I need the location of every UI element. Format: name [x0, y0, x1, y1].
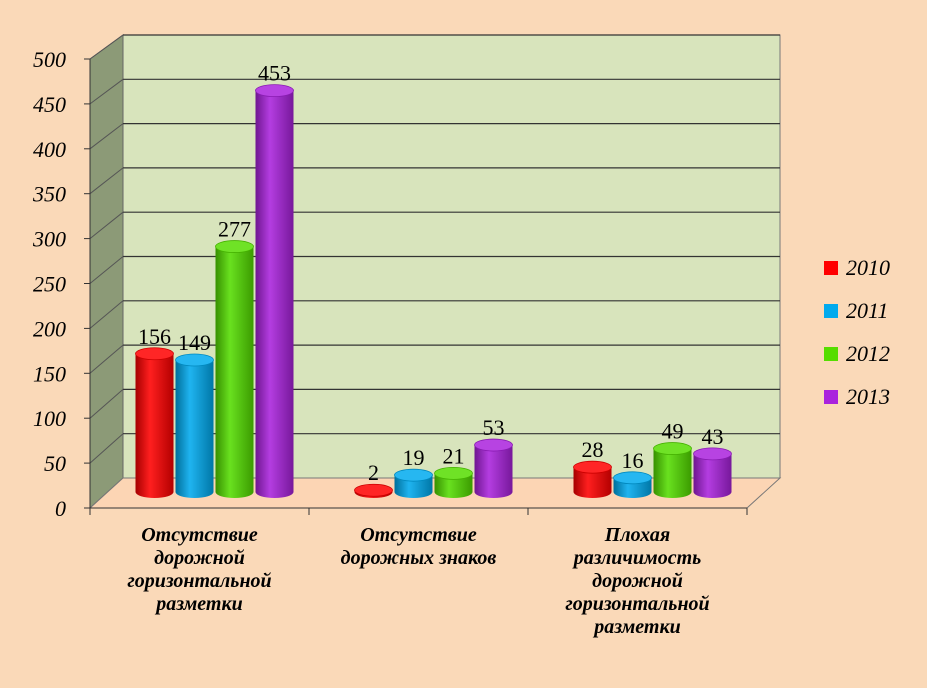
legend-swatch-2010 — [824, 261, 838, 275]
gridline-side — [89, 300, 124, 329]
category-label: Отсутствие дорожных знаков — [340, 524, 497, 569]
gridline-side — [89, 433, 124, 464]
bar-top — [613, 471, 652, 485]
bar-body — [135, 353, 174, 498]
bar-top — [135, 347, 174, 361]
value-label: 277 — [218, 217, 251, 242]
y-tick-label: 400 — [33, 137, 66, 162]
bar-top — [474, 438, 513, 452]
bar-top — [653, 442, 692, 455]
bar-2011-1 — [394, 468, 433, 498]
value-label: 19 — [403, 445, 425, 470]
bar-body — [434, 473, 473, 498]
value-label: 43 — [702, 424, 724, 449]
bar-body — [215, 246, 254, 498]
y-tick-label: 100 — [33, 406, 66, 431]
category-label: Отсутствие дорожной горизонтальной разме… — [127, 524, 272, 615]
y-tick-label: 0 — [55, 496, 66, 521]
value-label: 2 — [368, 460, 379, 485]
bar-top — [175, 353, 214, 367]
bar-body — [255, 90, 294, 498]
legend-label-2013: 2013 — [846, 384, 890, 409]
y-tick-label: 300 — [32, 227, 66, 252]
value-label: 149 — [178, 330, 211, 355]
value-label: 21 — [443, 443, 465, 468]
legend-label-2010: 2010 — [846, 255, 890, 280]
legend-swatch-2011 — [824, 304, 838, 318]
bar-2013-1 — [474, 438, 513, 498]
bar-2013-0 — [255, 84, 294, 498]
category-label: Плохая различимость дорожной горизонталь… — [565, 524, 710, 638]
bar-body — [175, 359, 214, 498]
bar-top — [215, 240, 254, 253]
y-tick-label: 50 — [44, 451, 66, 476]
value-label: 53 — [483, 415, 505, 440]
value-label: 49 — [662, 419, 684, 444]
bar-2010-0 — [135, 347, 174, 498]
value-label: 16 — [622, 448, 644, 473]
bar-body — [693, 453, 732, 498]
bar-top — [394, 468, 433, 482]
legend-swatch-2012 — [824, 347, 838, 361]
bar-top — [434, 466, 473, 480]
bar-2010-1 — [354, 483, 393, 498]
side-wall — [89, 34, 124, 510]
y-tick-label: 250 — [33, 272, 66, 297]
bar-top — [255, 84, 294, 98]
bar-2012-2 — [653, 442, 692, 498]
gridline-side — [89, 389, 124, 419]
bar-2012-1 — [434, 466, 473, 498]
bar-top — [354, 483, 393, 497]
bar-body — [573, 467, 612, 498]
bar-2012-0 — [215, 240, 254, 498]
gridline-side — [89, 256, 124, 284]
gridline-side — [89, 211, 124, 239]
value-label: 453 — [258, 61, 291, 86]
y-tick-label: 500 — [33, 47, 66, 72]
y-tick-label: 200 — [33, 316, 66, 341]
bar-body — [653, 448, 692, 498]
bar-2011-0 — [175, 353, 214, 498]
legend-label-2011: 2011 — [846, 298, 888, 323]
legend-label-2012: 2012 — [846, 341, 890, 366]
value-label: 156 — [138, 324, 171, 349]
bar-2011-2 — [613, 471, 652, 498]
gridline-side — [89, 123, 124, 150]
bar-2010-2 — [573, 460, 612, 498]
bar-top — [573, 460, 612, 474]
y-tick-label: 450 — [33, 92, 66, 117]
gridline-side — [89, 34, 124, 60]
bar-body — [394, 475, 433, 498]
gridline-side — [89, 344, 124, 374]
bar-2013-2 — [693, 447, 732, 498]
y-tick-label: 350 — [32, 182, 66, 207]
gridline-side — [89, 78, 124, 105]
gridline-side — [89, 167, 124, 195]
y-tick-label: 150 — [33, 361, 66, 386]
value-label: 28 — [582, 437, 604, 462]
bar-body — [474, 445, 513, 498]
legend-swatch-2013 — [824, 390, 838, 404]
bar-top — [693, 447, 732, 461]
